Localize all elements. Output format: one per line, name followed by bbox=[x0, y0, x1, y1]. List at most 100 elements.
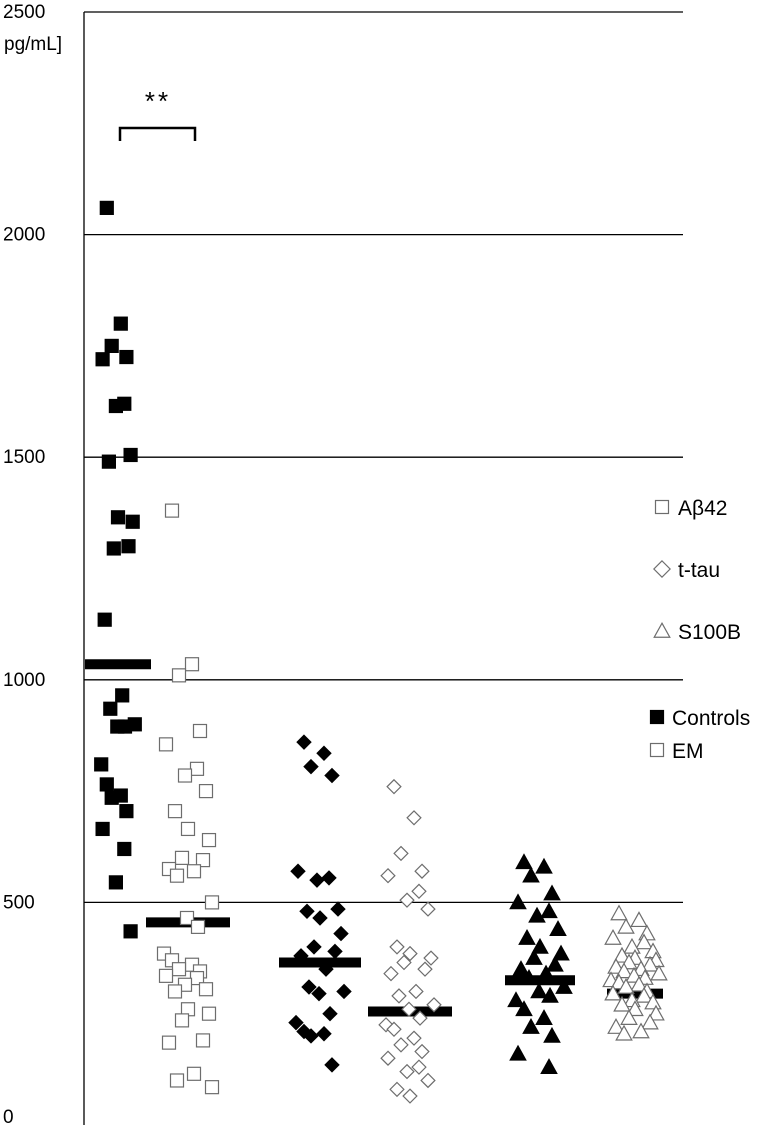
data-point bbox=[638, 924, 656, 941]
data-point bbox=[406, 810, 422, 826]
data-point bbox=[522, 866, 540, 883]
data-point bbox=[543, 1026, 561, 1043]
data-point bbox=[391, 988, 407, 1004]
data-point bbox=[414, 1043, 430, 1060]
data-point bbox=[330, 901, 346, 917]
data-point bbox=[412, 1010, 428, 1026]
data-point bbox=[322, 1005, 338, 1022]
data-point bbox=[121, 539, 136, 554]
data-point bbox=[106, 541, 121, 556]
data-point bbox=[383, 965, 399, 982]
data-point bbox=[316, 1026, 332, 1042]
data-point bbox=[321, 870, 337, 886]
data-point bbox=[171, 962, 187, 977]
data-point bbox=[123, 447, 138, 463]
data-points bbox=[94, 200, 668, 1104]
data-point bbox=[108, 398, 124, 414]
data-point bbox=[113, 316, 128, 331]
y-tick-label: 1500 bbox=[3, 447, 45, 468]
series-3 bbox=[378, 778, 442, 1104]
data-point bbox=[411, 1059, 427, 1075]
data-point bbox=[509, 893, 527, 910]
data-point bbox=[318, 961, 334, 977]
data-point bbox=[94, 757, 109, 772]
data-point bbox=[607, 1018, 625, 1034]
data-point bbox=[635, 933, 653, 950]
series-0 bbox=[94, 200, 142, 939]
data-point bbox=[195, 853, 211, 868]
data-point bbox=[204, 895, 220, 910]
data-point bbox=[540, 902, 558, 919]
data-point bbox=[396, 954, 412, 971]
data-point bbox=[411, 883, 427, 899]
data-point bbox=[518, 928, 536, 945]
data-point bbox=[528, 906, 546, 923]
data-point bbox=[393, 1037, 409, 1053]
data-point bbox=[288, 1014, 304, 1031]
data-point bbox=[123, 924, 138, 939]
y-tick-label: 0 bbox=[3, 1107, 14, 1128]
data-point bbox=[119, 804, 134, 819]
legend-marker-diamond bbox=[653, 560, 671, 578]
data-point bbox=[401, 1001, 417, 1017]
series-2 bbox=[288, 734, 352, 1073]
data-point bbox=[641, 1013, 659, 1030]
data-point bbox=[110, 510, 126, 525]
data-point bbox=[125, 514, 140, 529]
data-point bbox=[604, 984, 622, 1001]
data-point bbox=[186, 1066, 202, 1081]
data-point bbox=[641, 955, 659, 972]
data-point bbox=[507, 991, 525, 1008]
legend-group-marker bbox=[649, 742, 665, 758]
data-point bbox=[522, 1018, 540, 1034]
data-point bbox=[161, 1035, 177, 1050]
data-point bbox=[420, 901, 436, 917]
data-point bbox=[389, 939, 405, 955]
data-point bbox=[417, 961, 433, 977]
data-point bbox=[117, 719, 133, 734]
data-point bbox=[613, 995, 631, 1012]
data-point bbox=[402, 945, 418, 962]
data-point bbox=[101, 454, 117, 469]
data-point bbox=[201, 1006, 217, 1021]
data-point bbox=[552, 944, 570, 961]
data-point bbox=[171, 668, 187, 683]
data-point bbox=[399, 892, 415, 908]
data-point bbox=[301, 979, 317, 995]
data-point bbox=[189, 761, 205, 776]
data-point bbox=[617, 977, 635, 994]
data-point bbox=[613, 946, 631, 963]
data-point bbox=[644, 993, 662, 1010]
y-tick-label: 2000 bbox=[3, 225, 45, 246]
data-point bbox=[420, 1072, 436, 1089]
data-point bbox=[316, 745, 332, 761]
data-point bbox=[179, 910, 195, 926]
data-point bbox=[312, 910, 328, 926]
data-point bbox=[333, 925, 349, 942]
data-point bbox=[610, 904, 628, 921]
data-point bbox=[402, 1088, 418, 1104]
data-point bbox=[97, 612, 112, 627]
data-point bbox=[386, 778, 402, 795]
data-point bbox=[626, 1000, 644, 1017]
data-point bbox=[158, 737, 174, 752]
data-point bbox=[309, 872, 325, 888]
data-point bbox=[195, 1033, 211, 1048]
significance-bracket: ** bbox=[118, 86, 197, 141]
data-point bbox=[324, 767, 340, 784]
legend-marker-triangle bbox=[653, 621, 671, 638]
data-point bbox=[620, 1009, 638, 1025]
data-point bbox=[198, 982, 214, 997]
data-point bbox=[380, 867, 396, 884]
significance-label: ** bbox=[145, 86, 171, 116]
y-tick-label: 2500 bbox=[3, 2, 45, 23]
data-point bbox=[509, 1044, 527, 1061]
data-point bbox=[537, 964, 555, 981]
data-point bbox=[515, 853, 533, 870]
data-point bbox=[426, 997, 442, 1013]
y-axis: 0 500 1000 1500 2000 2500 bbox=[3, 2, 85, 1128]
data-point bbox=[174, 850, 190, 865]
data-point bbox=[327, 943, 343, 960]
data-point bbox=[108, 875, 124, 890]
